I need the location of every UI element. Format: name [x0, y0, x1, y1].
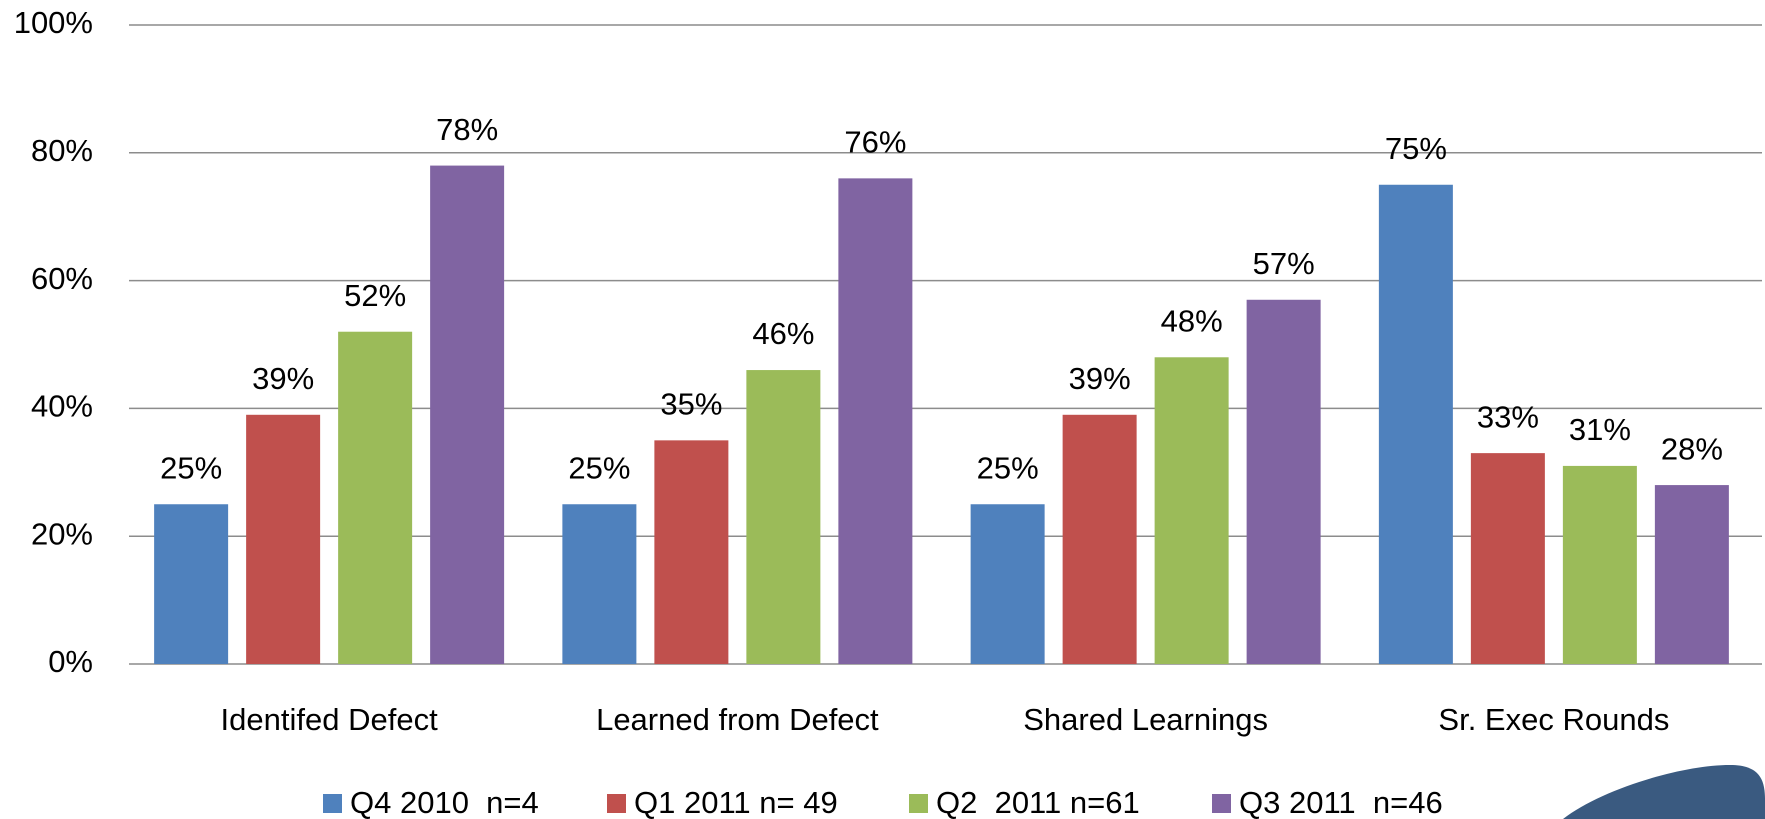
bar: [1246, 299, 1321, 664]
bar: [1154, 357, 1229, 664]
value-label: 78%: [436, 112, 498, 147]
legend-swatch: [323, 794, 342, 813]
y-tick-label: 100%: [14, 5, 93, 40]
value-label: 52%: [344, 278, 406, 313]
bar: [654, 440, 729, 664]
legend-swatch: [607, 794, 626, 813]
value-label: 33%: [1477, 399, 1539, 434]
bar: [1378, 184, 1453, 664]
bar: [838, 178, 913, 665]
x-tick-label: Learned from Defect: [596, 702, 879, 737]
bar: [746, 370, 821, 664]
value-label: 35%: [660, 387, 722, 422]
x-tick-label: Shared Learnings: [1023, 702, 1268, 737]
value-label: 28%: [1661, 431, 1723, 466]
value-label: 57%: [1253, 246, 1315, 281]
bar: [430, 165, 505, 664]
bar: [1062, 414, 1137, 664]
bar: [1562, 465, 1637, 664]
value-label: 75%: [1385, 131, 1447, 166]
bar: [970, 504, 1045, 664]
y-tick-label: 20%: [31, 516, 93, 551]
bar: [1470, 453, 1545, 664]
value-label: 25%: [568, 450, 630, 485]
value-label: 25%: [160, 450, 222, 485]
x-tick-label: Sr. Exec Rounds: [1438, 702, 1669, 737]
y-tick-label: 0%: [48, 644, 93, 679]
bar: [1654, 485, 1729, 664]
legend-label: Q1 2011 n= 49: [634, 785, 838, 819]
value-label: 31%: [1569, 412, 1631, 447]
value-label: 46%: [752, 316, 814, 351]
legend-label: Q4 2010 n=4: [350, 785, 539, 819]
legend-label: Q2 2011 n=61: [936, 785, 1140, 819]
y-tick-label: 60%: [31, 261, 93, 296]
legend-label: Q3 2011 n=46: [1239, 785, 1443, 819]
legend-swatch: [1212, 794, 1231, 813]
y-tick-label: 40%: [31, 389, 93, 424]
x-tick-label: Identifed Defect: [221, 702, 439, 737]
bar: [562, 504, 637, 664]
bar: [154, 504, 229, 664]
y-tick-label: 80%: [31, 133, 93, 168]
value-label: 48%: [1161, 303, 1223, 338]
value-label: 25%: [977, 450, 1039, 485]
bar: [246, 414, 321, 664]
value-label: 76%: [844, 125, 906, 160]
bar: [338, 331, 413, 664]
value-label: 39%: [252, 361, 314, 396]
decoration: [1563, 765, 1765, 819]
value-label: 39%: [1069, 361, 1131, 396]
legend-swatch: [909, 794, 928, 813]
